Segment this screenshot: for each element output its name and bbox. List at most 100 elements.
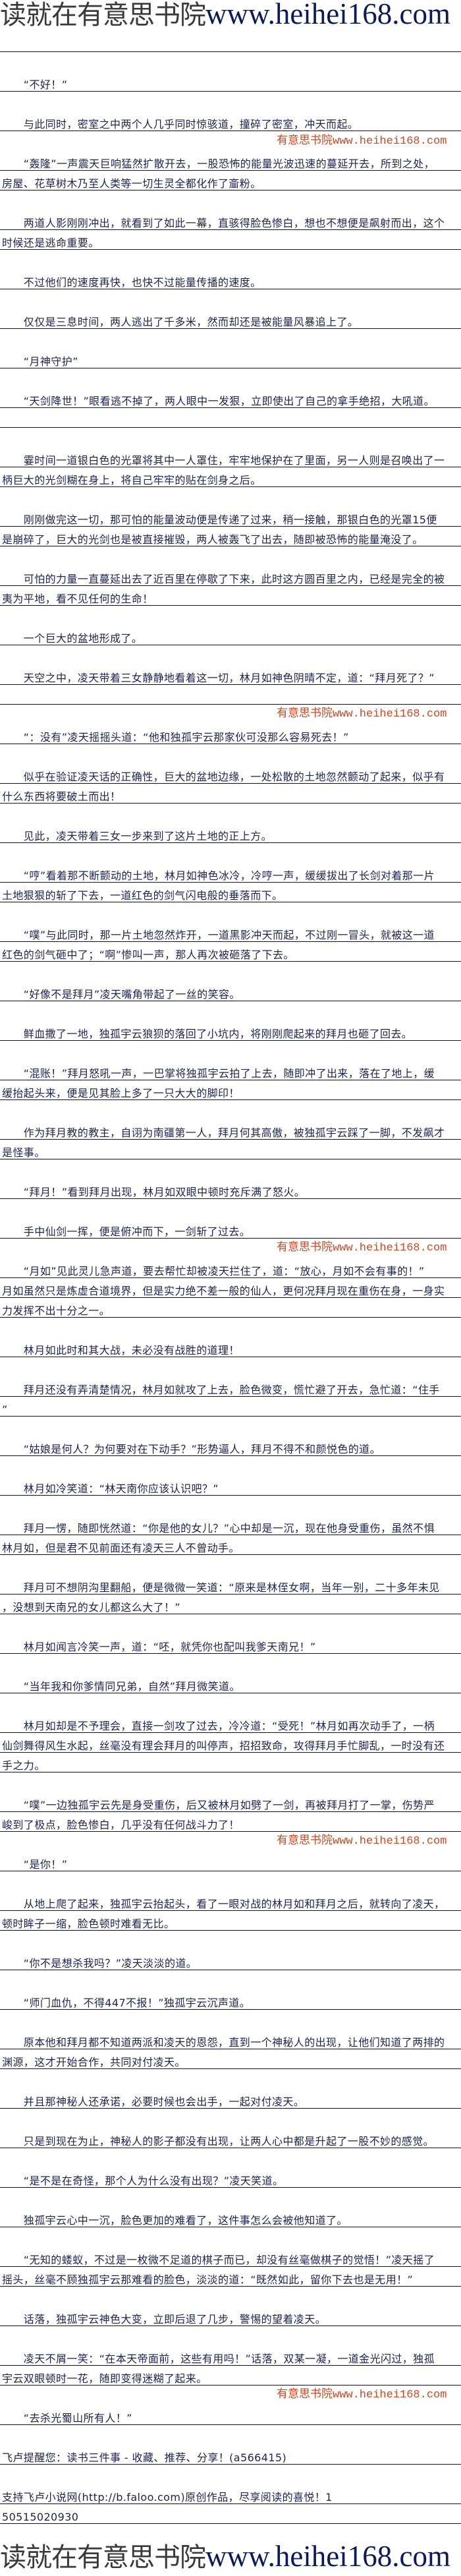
text-line: “拜月！”看到拜月出现，林月如双眼中顿时充斥满了怒火。 (0, 1179, 461, 1199)
text-line: 力发挥不出十分之一。 (0, 1298, 461, 1318)
text-line: 飞卢提醒您：读书三件事 - 收藏、推荐、分享！(a566415) (0, 2445, 461, 2465)
line-text: 红色的剑气砸中了；“啊”惨叫一声，那人再次被砸落了下去。 (2, 949, 294, 961)
text-line: 摇头，丝毫不顾独孤宇云那难看的脸色，淡淡的道：“既然如此，留你下去也是无用！” (0, 2267, 461, 2287)
paragraph-gap (0, 1555, 461, 1575)
paragraph-gap (0, 2287, 461, 2306)
line-text: 什么东西将要破土而出！ (2, 790, 121, 803)
text-line: 手中仙剑一挥，便是俯冲而下，一剑斩了过去。 (0, 1219, 461, 1239)
paragraph-gap (0, 1614, 461, 1634)
text-line: “月神守护” (0, 349, 461, 368)
line-text: 独孤宇云心中一沉，脸色更加的难看了，这件事怎么会被他知道了。 (2, 2214, 348, 2227)
paragraph-gap (0, 705, 461, 724)
line-text: 手中仙剑一挥，便是俯冲而下，一剑斩了过去。 (2, 1225, 251, 1238)
paragraph-gap (0, 2010, 461, 2030)
line-text: 林月如闻言冷笑一声，道：“呸，就凭你也配叫我爹天南兄！” (2, 1641, 316, 1653)
line-text: “混账！”拜月怒吼一声，一巴掌将独孤宇云拍了上去，随即冲了出来，落在了地上，缓 (2, 1067, 435, 1080)
text-line: 土地狠狠的斩了下去，一道红色的剑气闪电般的垂落而下。 (0, 883, 461, 902)
paragraph-gap (0, 1931, 461, 1950)
site-name: 读就在有意思书院 (0, 0, 206, 30)
text-line: 林月如此时和其大战，未必没有战胜的道理！ (0, 1337, 461, 1357)
line-text: 手之力。 (2, 1759, 45, 1772)
paragraph-gap (0, 1199, 461, 1219)
paragraph-gap (0, 606, 461, 626)
paragraph-gap (0, 1239, 461, 1258)
line-text: 从地上爬了起来，独孤宇云抬起头，看了一眼对战的林月如和拜月之后，就转向了凌天， (2, 1898, 445, 1910)
line-text: “拜月！”看到拜月出现，林月如双眼中顿时充斥满了怒火。 (2, 1186, 306, 1198)
text-line: “好像不是拜月”凌天嘴角带起了一丝的笑容。 (0, 981, 461, 1001)
line-text: 天空之中，凌天带着三女静静地看着这一切，林月如神色阴晴不定，道：“拜月死了？” (2, 672, 435, 684)
line-text: 柄巨大的光剑糊在身上，将自己牢牢的贴在剑身之后。 (2, 474, 261, 486)
line-text: 林月如却是不予理会，直接一剑攻了过去，冷冷道：“受死！”林月如再次动手了，一柄 (2, 1720, 435, 1732)
text-line: 可怕的力量一直蔓延出去了近百里在停歇了下来，此时这方圆百里之内，已经是完全的被 (0, 566, 461, 586)
text-line: 林月如闻言冷笑一声，道：“呸，就凭你也配叫我爹天南兄！” (0, 1634, 461, 1654)
line-text: “你不是想杀我吗？”凌天淡淡的道。 (2, 1957, 198, 1970)
line-text: “不好！” (2, 78, 68, 91)
text-line: 一个巨大的盆地形成了。 (0, 626, 461, 645)
line-text: “噗”一边独孤宇云先是身受重伤，后又被林月如劈了一剑，再被拜月打了一掌，伤势严 (2, 1799, 435, 1811)
line-text: 霎时间一道银白色的光罩将其中一人罩住，牢牢地保护在了里面，另一人则是召唤出了一 (2, 454, 445, 467)
text-line: 林月如却是不予理会，直接一剑攻了过去，冷冷道：“受死！”林月如再次动手了，一柄 (0, 1713, 461, 1733)
paragraph-gap (0, 131, 461, 151)
text-line: “当年我和你爹情同兄弟，自然”拜月微笑道。 (0, 1674, 461, 1693)
text-line: “天剑降世！”眼看逃不掉了，两人眼中一发狠，立即使出了自己的拿手绝招，大吼道。 (0, 388, 461, 408)
paragraph-gap (0, 2069, 461, 2089)
text-line: 似乎在验证凌天话的正确性，巨大的盆地边缘，一处松散的土地忽然颤动了起来，似乎有 (0, 764, 461, 784)
paragraph-gap (0, 546, 461, 566)
paragraph-gap (0, 2425, 461, 2445)
line-text: 与此同时，密室之中两个人几乎同时惊骇道，撞碎了密室，冲天而起。 (2, 118, 359, 131)
line-text: 渊源，这才开始合作，共同对付凌天。 (2, 2056, 186, 2068)
site-banner-top: 读就在有意思书院www.heihei168.com (0, 0, 461, 30)
text-line: 50515020930 (0, 2504, 461, 2524)
text-line (0, 408, 461, 428)
text-line: 峻到了极点，脸色惨白，几乎没有任何战斗力了！ (0, 1812, 461, 1832)
paragraph-gap (0, 1041, 461, 1061)
line-text: “轰隆”一声震天巨响猛然扩散开去，一股恐怖的能量光波迅速的蔓延开去，所到之处， (2, 158, 435, 170)
paragraph-gap (0, 289, 461, 309)
site-name: 读就在有意思书院 (0, 2542, 206, 2573)
line-text: 并且那神秘人还承诺，必要时候也会出手，一起对付凌天。 (2, 2095, 305, 2108)
text-line: 手之力。 (0, 1753, 461, 1772)
paragraph-gap (0, 1357, 461, 1377)
paragraph-gap (0, 190, 461, 210)
paragraph-gap (0, 329, 461, 349)
text-line: 话落，独孤宇云神色大变，立即后退了几步，警惕的望着凌天。 (0, 2306, 461, 2326)
line-text: ，没想到天南兄的女儿都这么大了！” (2, 1601, 181, 1614)
text-line: 两道人影刚刚冲出，就看到了如此一幕，直骇得脸色惨白，想也不想便是飙射而出，这个 (0, 210, 461, 230)
line-text: 只是到现在为止，神秘人的影子都没有出现，让两人心中都是升起了一股不妙的感觉。 (2, 2135, 435, 2148)
line-text: “月神守护” (2, 355, 78, 368)
paragraph-gap (0, 1159, 461, 1179)
text-line: “是不是在奇怪，那个人为什么没有出现？”凌天笑道。 (0, 2168, 461, 2188)
line-text: 是崩碎了，巨大的光剑也是被直接摧毁，两人被轰飞了出去，随即被恐怖的能量淹没了。 (2, 533, 423, 546)
text-line: 柄巨大的光剑糊在身上，将自己牢牢的贴在剑身之后。 (0, 467, 461, 487)
text-line: 是崩碎了，巨大的光剑也是被直接摧毁，两人被轰飞了出去，随即被恐怖的能量淹没了。 (0, 527, 461, 546)
paragraph-gap (0, 428, 461, 448)
text-line: “：没有”凌天摇摇头道：“他和独孤宇云那家伙可没那么容易死去！” (0, 724, 461, 744)
paragraph-gap (0, 2326, 461, 2346)
line-text: 缓抬起头来，便是见其脸上多了一只大大的脚印！ (2, 1087, 240, 1099)
text-line: “是你！” (0, 1852, 461, 1871)
line-text: 刚刚做完这一切，那可怕的能量波动便是传递了过来，稍一接触，那银白色的光罩15便 (2, 513, 437, 526)
paragraph-gap (0, 2386, 461, 2405)
paragraph-gap (0, 2188, 461, 2208)
paragraph-gap (0, 1772, 461, 1792)
line-text: 林月如，但是君不见前面还有凌天三人不曾动手。 (2, 1542, 240, 1554)
line-text: “去杀光蜀山所有人！” (2, 2412, 132, 2424)
line-text: 房屋、花草树木乃至人类等一切生灵全都化作了齑粉。 (2, 177, 261, 190)
site-url[interactable]: www.heihei168.com (205, 2540, 450, 2573)
text-line (0, 685, 461, 705)
text-line: 独孤宇云心中一沉，脸色更加的难看了，这件事怎么会被他知道了。 (0, 2208, 461, 2227)
text-line: 从地上爬了起来，独孤宇云抬起头，看了一眼对战的林月如和拜月之后，就转向了凌天， (0, 1891, 461, 1911)
site-url[interactable]: www.heihei168.com (205, 0, 450, 30)
line-text: 仙剑舞得风生水起，丝毫没有理会拜月的叫停声，招招致命，攻得拜月手忙脚乱，一时没有… (2, 1740, 445, 1752)
text-line: 顿时眸子一缩，脸色顿时难看无比。 (0, 1911, 461, 1931)
text-line: “混账！”拜月怒吼一声，一巴掌将独孤宇云拍了上去，随即冲了出来，落在了地上，缓 (0, 1061, 461, 1080)
line-text: “师门血仇，不得447不报！”独孤宇云沉声道。 (2, 1997, 251, 2009)
line-text: 宇云双眼顿时一花，随即变得迷糊了起来。 (2, 2372, 207, 2385)
text-line (0, 32, 461, 52)
line-text: 两道人影刚刚冲出，就看到了如此一幕，直骇得脸色惨白，想也不想便是飙射而出，这个 (2, 217, 445, 229)
paragraph-gap (0, 645, 461, 665)
text-line: “月如”见此灵儿急声道，要去帮忙却被凌天拦住了，道：“放心，月如不会有事的！” (0, 1258, 461, 1278)
paragraph-gap (0, 1001, 461, 1021)
text-line: “噗”与此同时，那一片土地忽然炸开，一道黑影冲天而起，不过刚一冒头，就被这一道 (0, 922, 461, 942)
text-line: 缓抬起头来，便是见其脸上多了一只大大的脚印！ (0, 1080, 461, 1100)
